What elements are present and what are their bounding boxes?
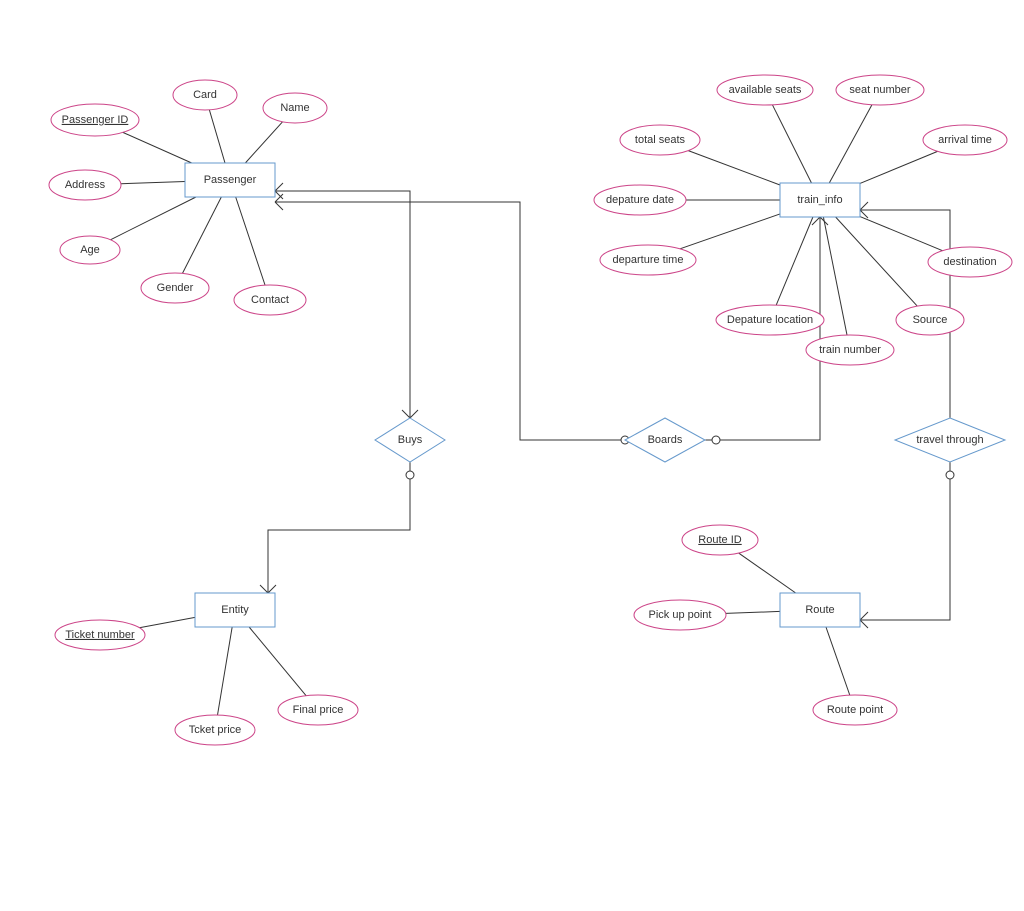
attribute-label: Tcket price (189, 724, 242, 736)
attribute-label: Pick up point (649, 609, 712, 621)
attribute-label: Address (65, 179, 106, 191)
er-diagram: Passenger Entity train_info Route Buys Boards… (0, 0, 1024, 911)
attribute-label: Source (913, 314, 948, 326)
attribute-passenger_id: Passenger ID (51, 104, 139, 136)
attribute-name: Name (263, 93, 327, 123)
attribute-label: Ticket number (65, 629, 135, 641)
entity-passenger: Passenger (185, 163, 275, 197)
attribute-label: Route point (827, 704, 883, 716)
attribute-route_point: Route point (813, 695, 897, 725)
attribute-label: train number (819, 344, 881, 356)
entity-label: Passenger (204, 174, 257, 186)
entity-route: Route (780, 593, 860, 627)
relationship-label: Boards (648, 434, 683, 446)
attribute-destination: destination (928, 247, 1012, 277)
attribute-label: Depature location (727, 314, 813, 326)
attribute-ticket_price: Tcket price (175, 715, 255, 745)
attribute-total_seats: total seats (620, 125, 700, 155)
relationship-label: travel through (916, 434, 983, 446)
attribute-train_number: train number (806, 335, 894, 365)
attribute-label: Contact (251, 294, 289, 306)
attribute-label: Final price (293, 704, 344, 716)
attribute-label: Card (193, 89, 217, 101)
relationship-boards: Boards (625, 418, 705, 462)
attribute-label: Name (280, 102, 309, 114)
relationship-buys: Buys (375, 418, 445, 462)
attribute-label: Gender (157, 282, 194, 294)
attribute-depature_loc: Depature location (716, 305, 824, 335)
attribute-gender: Gender (141, 273, 209, 303)
attribute-label: Passenger ID (62, 114, 129, 126)
entity-label: Route (805, 604, 834, 616)
attribute-label: destination (943, 256, 996, 268)
attribute-available_seats: available seats (717, 75, 813, 105)
relationship-label: Buys (398, 434, 423, 446)
entity-train_info: train_info (780, 183, 860, 217)
attribute-label: departure time (613, 254, 684, 266)
attribute-label: Route ID (698, 534, 741, 546)
attribute-label: available seats (729, 84, 802, 96)
entity-label: train_info (797, 194, 842, 206)
attribute-route_id: Route ID (682, 525, 758, 555)
attribute-depature_date: depature date (594, 185, 686, 215)
attribute-seat_number: seat number (836, 75, 924, 105)
attribute-final_price: Final price (278, 695, 358, 725)
attribute-label: seat number (849, 84, 910, 96)
attribute-label: depature date (606, 194, 674, 206)
attribute-ticket_number: Ticket number (55, 620, 145, 650)
attribute-departure_time: departure time (600, 245, 696, 275)
attribute-pickup_point: Pick up point (634, 600, 726, 630)
entity-entity: Entity (195, 593, 275, 627)
attribute-address: Address (49, 170, 121, 200)
attribute-label: Age (80, 244, 100, 256)
relationship-travel_through: travel through (895, 418, 1005, 462)
attribute-label: arrival time (938, 134, 992, 146)
entity-label: Entity (221, 604, 249, 616)
attribute-label: total seats (635, 134, 686, 146)
attribute-age: Age (60, 236, 120, 264)
attribute-arrival_time: arrival time (923, 125, 1007, 155)
attribute-card: Card (173, 80, 237, 110)
attribute-source: Source (896, 305, 964, 335)
attribute-contact: Contact (234, 285, 306, 315)
